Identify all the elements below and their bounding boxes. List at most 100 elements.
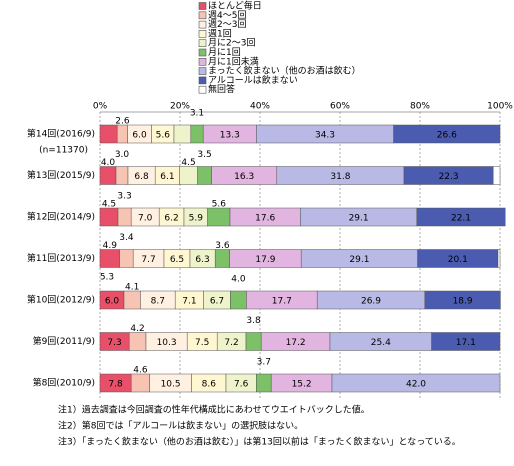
value-label: 4.9 (103, 241, 118, 251)
bar-segment (115, 166, 129, 185)
value-label: 3.7 (257, 358, 271, 368)
legend-swatch (198, 57, 207, 66)
bar-segment (230, 290, 247, 310)
value-label: 6.2 (164, 214, 178, 224)
bar-segment (424, 290, 501, 310)
bar-segment (130, 373, 150, 393)
category-label: 第13回(2015/9) (27, 169, 95, 181)
bar-segment (128, 332, 147, 351)
x-tick-label: 40% (250, 102, 270, 112)
legend-label: 週4～5回 (208, 10, 246, 21)
bar-segment (99, 249, 120, 268)
bar-segment (331, 373, 501, 393)
bar-segment (173, 124, 192, 144)
bar-segment (99, 207, 119, 227)
value-label: 3.6 (215, 241, 230, 251)
bar-segment (99, 124, 118, 144)
value-label: 3.5 (197, 150, 211, 160)
legend-swatch (198, 48, 207, 57)
bar-segment (393, 124, 501, 144)
bar-segment (214, 249, 230, 268)
category-label: 第11回(2013/9) (27, 252, 95, 264)
value-label: 13.3 (220, 131, 240, 141)
x-tick-label: 80% (410, 102, 430, 112)
legend-swatch (198, 67, 207, 75)
value-label: 3.8 (246, 316, 261, 326)
legend-label: 週2～3回 (208, 19, 246, 30)
bar-segment (492, 166, 501, 185)
footnote: 注1）過去調査は今回調査の性年代構成比にあわせてウエイトバックした値。 (58, 404, 370, 416)
legend-swatch (198, 76, 207, 85)
value-label: 4.1 (125, 283, 139, 293)
value-label: 6.0 (105, 297, 120, 307)
bar-segment (123, 290, 141, 310)
value-label: 18.9 (453, 297, 473, 307)
value-label: 17.2 (286, 338, 306, 348)
legend-label: 無回答 (208, 83, 235, 95)
value-label: 6.3 (195, 255, 209, 265)
x-tick-label: 20% (170, 102, 190, 112)
value-label: 6.8 (134, 172, 149, 182)
value-label: 3.4 (119, 233, 134, 243)
bar-segment (497, 249, 501, 268)
value-label: 6.7 (210, 297, 224, 307)
bar-segment (190, 124, 204, 144)
category-label: 第9回(2011/9) (33, 335, 95, 347)
value-label: 7.3 (107, 338, 121, 348)
value-label: 17.6 (255, 214, 275, 224)
annotation: 5.3 (100, 273, 114, 283)
value-label: 7.5 (195, 338, 209, 348)
value-label: 4.6 (133, 366, 148, 376)
value-label: 7.2 (224, 338, 238, 348)
value-label: 3.1 (190, 109, 204, 119)
bar-segment (416, 207, 506, 227)
value-label: 26.9 (361, 297, 381, 307)
value-label: 3.0 (115, 150, 130, 160)
bar-segment (431, 332, 501, 351)
footnote: 注3）「まったく飲まない（他のお酒は飲む）」は第13回以前は「まったく飲まない」… (58, 436, 461, 448)
value-label: 4.5 (102, 200, 116, 210)
footnote: 注2）第8回では「アルコールは飲まない」の選択肢はない。 (58, 420, 303, 432)
value-label: 7.0 (138, 214, 153, 224)
value-label: 29.1 (349, 255, 369, 265)
legend-swatch (198, 11, 207, 20)
value-label: 16.3 (234, 172, 254, 182)
value-label: 42.0 (406, 380, 426, 390)
category-note: (n=11370) (39, 146, 88, 156)
value-label: 15.2 (292, 380, 312, 390)
value-label: 17.7 (272, 297, 292, 307)
bar-segment (197, 166, 212, 185)
legend-swatch (198, 20, 207, 29)
value-label: 10.3 (157, 338, 177, 348)
x-tick-label: 100% (487, 102, 513, 112)
legend-label: アルコールは飲まない (208, 74, 298, 86)
legend-swatch (198, 39, 207, 48)
bar-segment (119, 249, 134, 268)
category-label: 第14回(2016/9) (27, 128, 95, 140)
bar-segment (99, 166, 117, 185)
value-label: 4.2 (130, 324, 144, 334)
legend-swatch (198, 85, 207, 94)
value-label: 17.1 (456, 338, 476, 348)
bar-segment (179, 166, 198, 185)
value-label: 5.6 (212, 200, 227, 210)
value-label: 7.6 (234, 380, 249, 390)
legend-label: ほとんど毎日 (208, 0, 262, 12)
value-label: 3.3 (117, 192, 131, 202)
value-label: 7.8 (108, 380, 123, 390)
value-label: 10.5 (161, 380, 181, 390)
bar-segment (207, 207, 231, 227)
bar-segment (256, 373, 272, 393)
category-label: 第10回(2012/9) (27, 294, 95, 306)
bar-segment (117, 207, 132, 227)
value-label: 8.6 (202, 380, 217, 390)
legend-label: 週1回 (208, 28, 232, 39)
value-label: 4.0 (101, 158, 116, 168)
value-label: 25.4 (371, 338, 391, 348)
value-label: 7.7 (141, 255, 155, 265)
value-label: 5.6 (156, 131, 171, 141)
value-label: 4.5 (181, 158, 195, 168)
value-label: 31.8 (330, 172, 350, 182)
bar-segment (245, 332, 262, 351)
value-label: 5.9 (189, 214, 204, 224)
